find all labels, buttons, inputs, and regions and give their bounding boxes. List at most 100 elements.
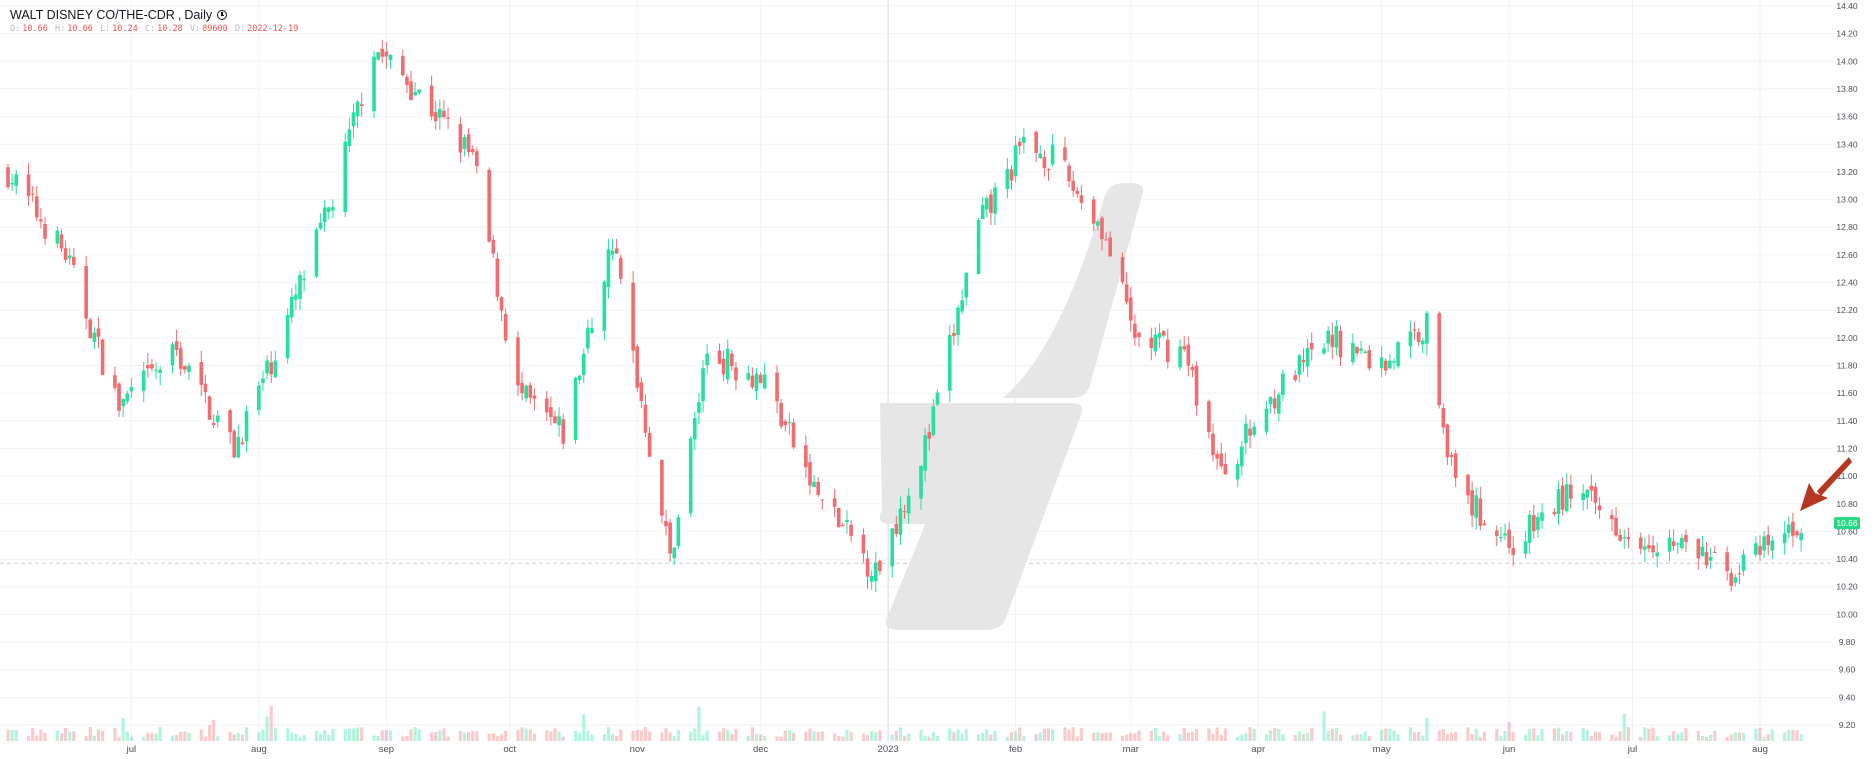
price-tick-label[interactable]: 13.40 xyxy=(1836,139,1858,149)
candle-body[interactable] xyxy=(294,294,298,300)
candle-body[interactable] xyxy=(117,383,121,411)
candle-body[interactable] xyxy=(516,337,520,386)
candle-body[interactable] xyxy=(203,383,208,393)
candle-body[interactable] xyxy=(660,459,664,516)
time-tick-label[interactable]: feb xyxy=(1009,744,1022,755)
price-tick-label[interactable]: 12.80 xyxy=(1836,222,1858,232)
candle-body[interactable] xyxy=(1536,516,1540,530)
candle-body[interactable] xyxy=(1297,355,1302,375)
candle-body[interactable] xyxy=(1786,524,1791,533)
candle-body[interactable] xyxy=(314,229,319,277)
price-tick-label[interactable]: 13.00 xyxy=(1836,195,1858,205)
candle-body[interactable] xyxy=(1063,147,1067,161)
candle-body[interactable] xyxy=(1766,534,1771,546)
candle-body[interactable] xyxy=(614,248,619,254)
candle-body[interactable] xyxy=(351,112,356,127)
candle-body[interactable] xyxy=(1589,485,1594,491)
candle-body[interactable] xyxy=(1675,543,1680,545)
candle-body[interactable] xyxy=(178,348,183,369)
price-tick-label[interactable]: 9.40 xyxy=(1839,692,1856,702)
candle-body[interactable] xyxy=(906,495,911,514)
candle-body[interactable] xyxy=(503,313,508,341)
candle-body[interactable] xyxy=(1079,195,1084,203)
candle-body[interactable] xyxy=(491,239,496,254)
candle-body[interactable] xyxy=(725,348,730,380)
candle-body[interactable] xyxy=(59,234,64,249)
candle-body[interactable] xyxy=(1618,534,1622,541)
candle-body[interactable] xyxy=(244,410,249,442)
candle-body[interactable] xyxy=(433,112,438,122)
price-tick-label[interactable]: 11.80 xyxy=(1837,361,1858,371)
candle-body[interactable] xyxy=(1441,407,1446,428)
candle-body[interactable] xyxy=(672,547,677,559)
time-tick-label[interactable]: sep xyxy=(379,744,394,755)
candle-body[interactable] xyxy=(1643,546,1647,550)
candle-body[interactable] xyxy=(1408,331,1413,347)
candle-body[interactable] xyxy=(890,528,895,567)
candle-body[interactable] xyxy=(1240,446,1244,467)
candle-body[interactable] xyxy=(1322,348,1326,354)
price-tick-label[interactable]: 13.20 xyxy=(1836,167,1858,177)
candle-body[interactable] xyxy=(1511,548,1516,555)
candle-body[interactable] xyxy=(1552,511,1557,515)
candle-body[interactable] xyxy=(1100,217,1104,240)
candle-body[interactable] xyxy=(359,104,364,106)
candle-body[interactable] xyxy=(63,248,68,260)
candle-body[interactable] xyxy=(1396,342,1400,367)
candle-body[interactable] xyxy=(964,272,969,298)
candle-body[interactable] xyxy=(1301,359,1306,363)
candle-body[interactable] xyxy=(956,307,960,336)
candle-body[interactable] xyxy=(804,445,808,468)
candle-body[interactable] xyxy=(372,56,376,112)
time-tick-label[interactable]: mar xyxy=(1123,744,1139,755)
candle-body[interactable] xyxy=(754,373,759,392)
candle-body[interactable] xyxy=(1194,365,1199,406)
candle-body[interactable] xyxy=(1071,180,1075,191)
time-tick-label[interactable]: apr xyxy=(1251,744,1265,755)
candle-body[interactable] xyxy=(561,419,566,444)
candle-body[interactable] xyxy=(734,367,738,381)
candle-body[interactable] xyxy=(331,207,335,211)
candle-body[interactable] xyxy=(1560,485,1565,510)
candle-body[interactable] xyxy=(573,377,578,441)
candle-body[interactable] xyxy=(643,404,648,433)
candle-body[interactable] xyxy=(783,421,788,426)
candle-body[interactable] xyxy=(1038,153,1043,159)
candle-body[interactable] xyxy=(84,266,88,319)
price-tick-label[interactable]: 13.60 xyxy=(1836,112,1858,122)
candle-body[interactable] xyxy=(388,54,393,61)
interval-label[interactable]: Daily xyxy=(184,8,213,22)
candle-body[interactable] xyxy=(701,368,705,402)
candle-body[interactable] xyxy=(269,362,274,375)
candle-body[interactable] xyxy=(1680,537,1684,549)
price-tick-label[interactable]: 14.40 xyxy=(1836,1,1858,11)
price-tick-label[interactable]: 9.60 xyxy=(1839,665,1856,675)
candle-body[interactable] xyxy=(1124,284,1129,303)
candle-body[interactable] xyxy=(1186,344,1191,366)
candle-body[interactable] xyxy=(931,406,936,436)
candle-body[interactable] xyxy=(1704,552,1709,566)
time-tick-label[interactable]: aug xyxy=(251,744,267,755)
candle-body[interactable] xyxy=(1638,537,1643,549)
candle-body[interactable] xyxy=(326,207,331,212)
candle-body[interactable] xyxy=(1712,551,1717,553)
candle-body[interactable] xyxy=(1244,423,1248,444)
candle-body[interactable] xyxy=(586,327,590,349)
price-tick-label[interactable]: 12.20 xyxy=(1836,305,1858,315)
candle-body[interactable] xyxy=(869,576,874,582)
time-tick-label[interactable]: dec xyxy=(753,744,769,755)
candle-body[interactable] xyxy=(1326,330,1330,344)
candle-body[interactable] xyxy=(150,364,154,369)
candle-body[interactable] xyxy=(528,385,533,398)
candle-body[interactable] xyxy=(1507,529,1511,549)
candle-body[interactable] xyxy=(1050,144,1055,165)
candle-body[interactable] xyxy=(1445,424,1450,458)
candle-body[interactable] xyxy=(302,278,306,281)
candle-body[interactable] xyxy=(1762,536,1766,551)
candle-body[interactable] xyxy=(88,319,93,338)
candle-body[interactable] xyxy=(544,398,549,413)
candle-body[interactable] xyxy=(207,396,212,420)
candle-body[interactable] xyxy=(6,167,10,188)
candle-body[interactable] xyxy=(1252,426,1256,435)
candle-body[interactable] xyxy=(639,382,644,402)
